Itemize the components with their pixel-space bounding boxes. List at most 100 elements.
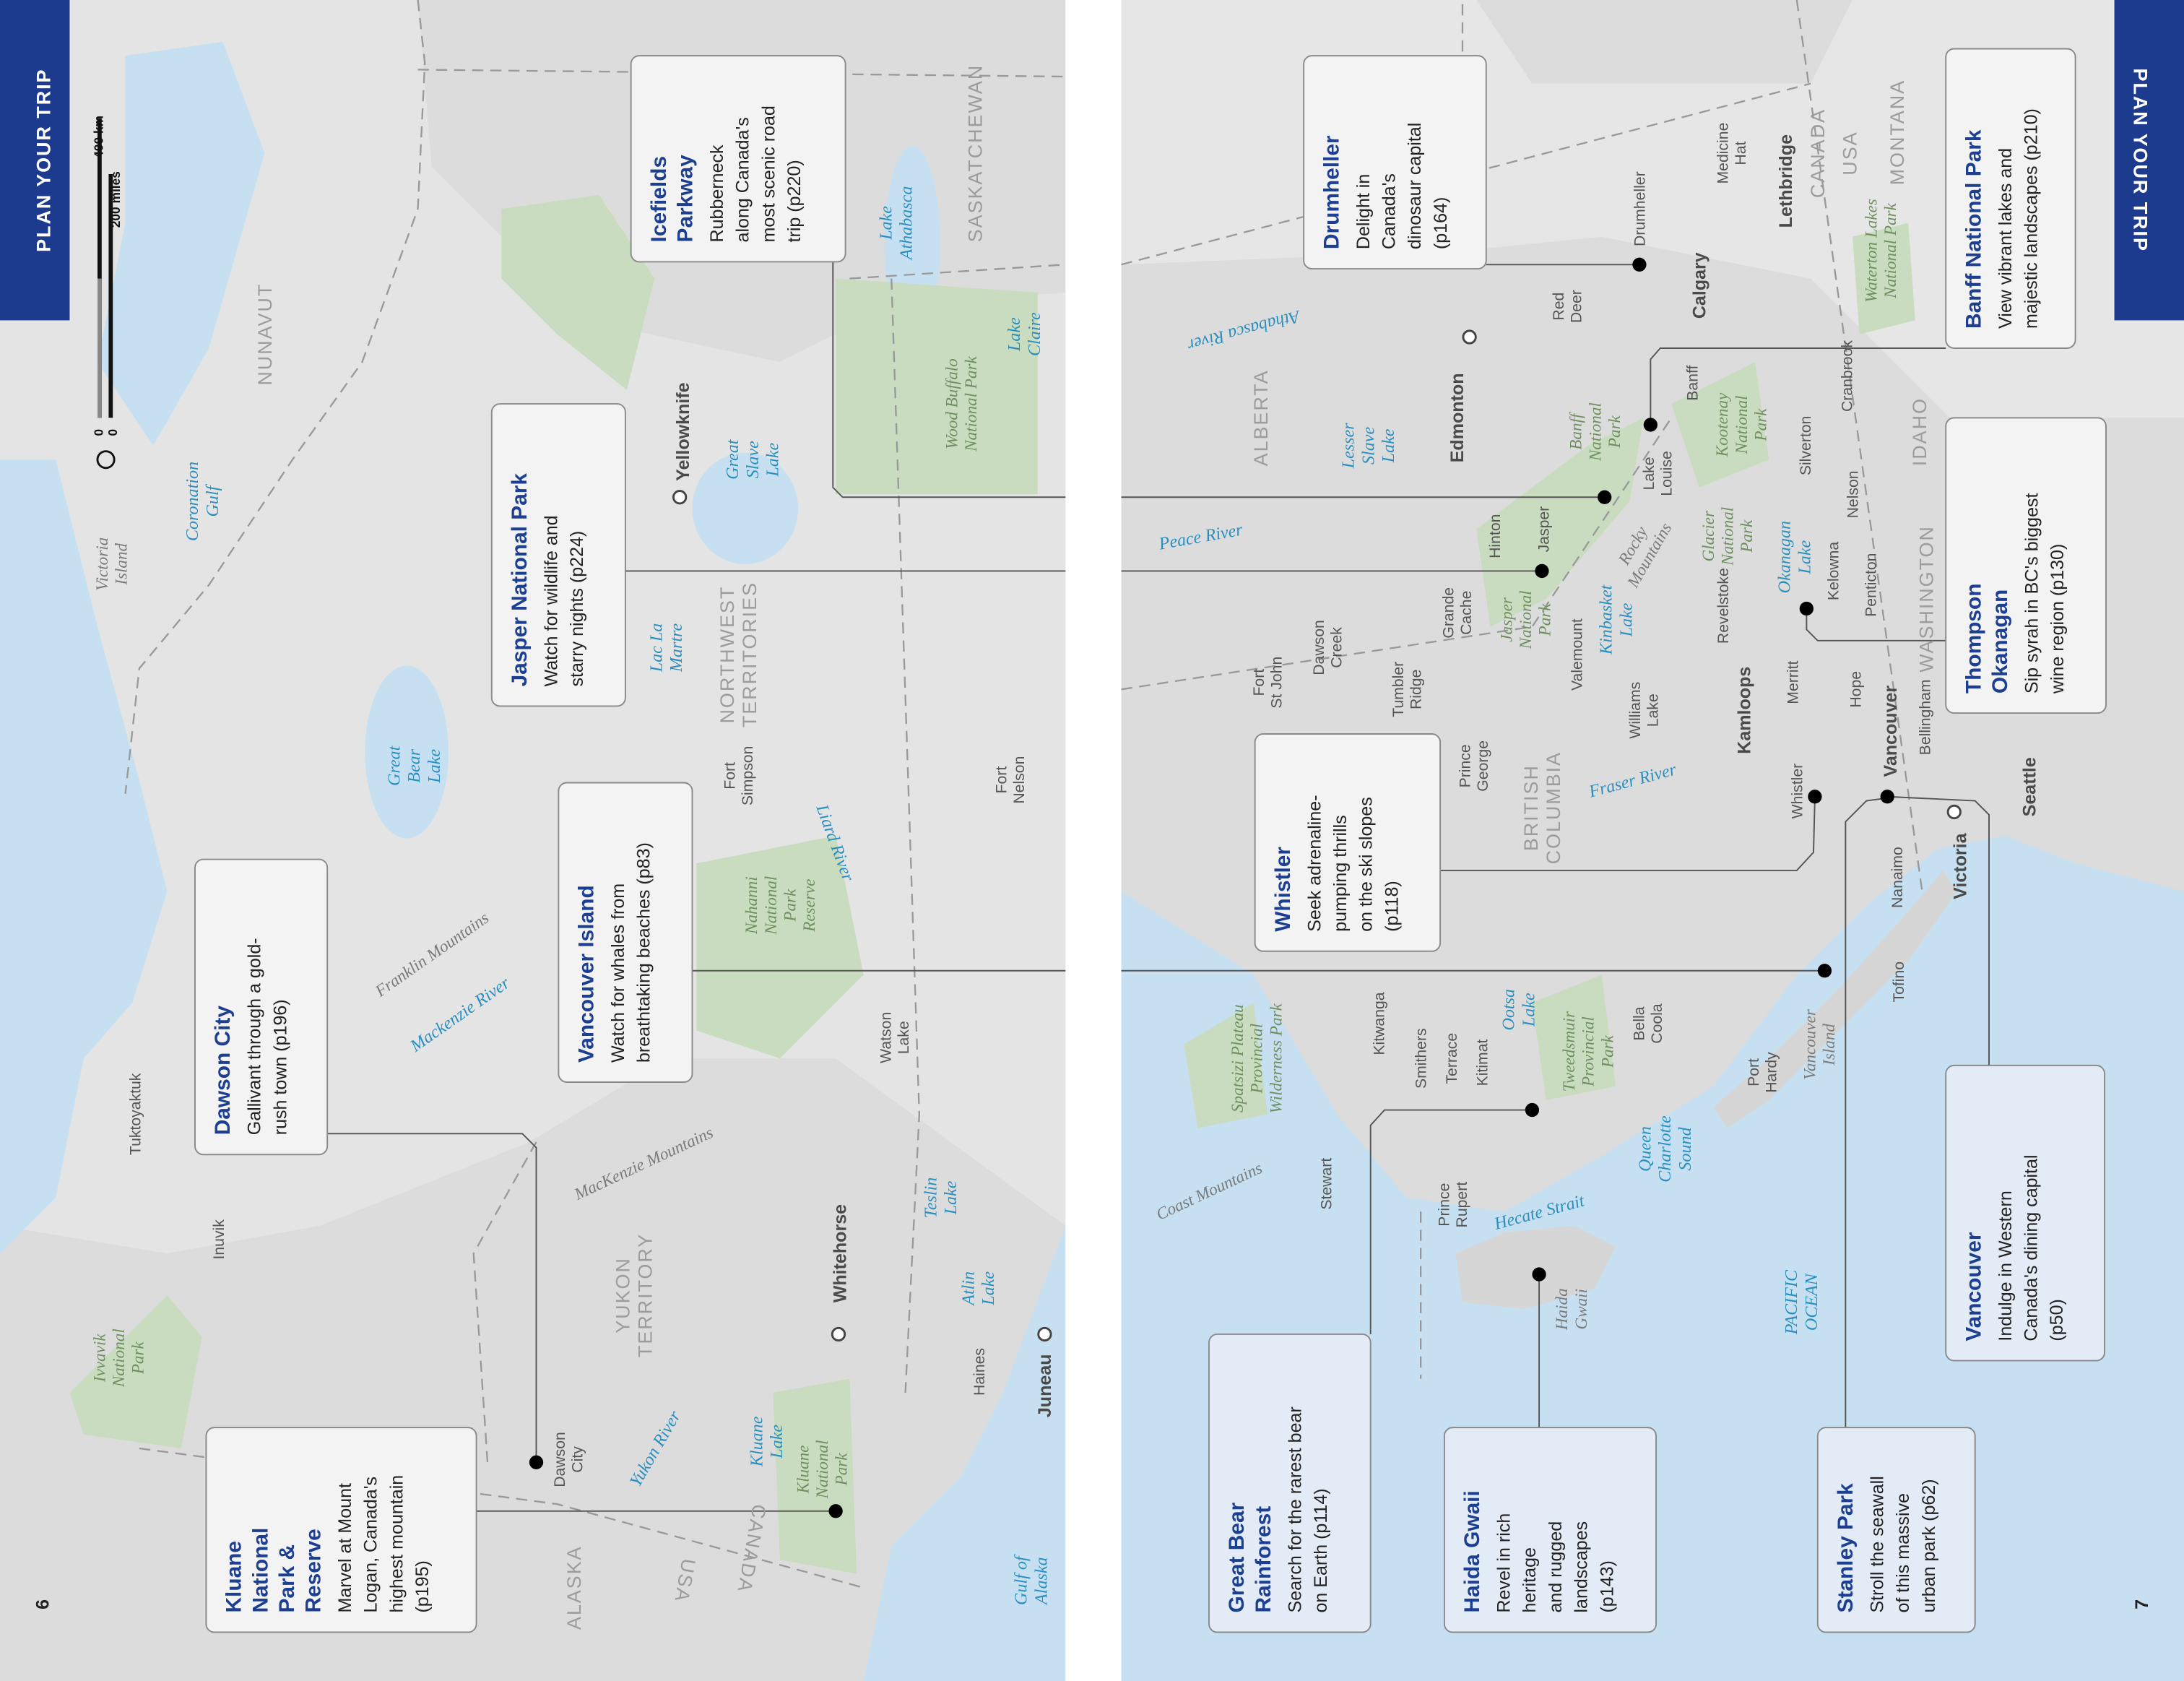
callout-text: starry nights (p224): [567, 531, 587, 687]
callout-text: Seek adrenaline-: [1304, 795, 1325, 931]
place-label: Fort St John: [1251, 657, 1285, 709]
place-label: Lac La Martre: [647, 623, 686, 673]
border: [139, 1447, 864, 1589]
highlight-points: [529, 257, 1894, 1518]
place-label: Calgary: [1690, 252, 1710, 319]
callout: Kluane National Park & Reserve Marvel at Mou…: [205, 1427, 477, 1633]
callout-box: [1208, 1333, 1372, 1633]
place-label: Lake Athabasca: [878, 186, 916, 262]
place-label: Tofino: [1891, 962, 1907, 1003]
place-label: Okanagan Lake: [1776, 521, 1815, 593]
place-label-line: Lake: [1520, 993, 1538, 1027]
place-label: Prince Rupert: [1436, 1182, 1470, 1228]
callout-box: [205, 1427, 477, 1633]
place-label-line: Athabasca: [897, 186, 916, 262]
callout-title: Reserve: [302, 1529, 326, 1612]
place-label-line: Bear: [405, 748, 424, 782]
arctic-water: [0, 459, 168, 1254]
callout-box: [1443, 1427, 1658, 1633]
place-label: YUKON TERRITORY: [612, 1233, 656, 1357]
place-label-line: Valemount: [1569, 618, 1586, 691]
park-area: [501, 194, 655, 390]
park-area: [69, 1295, 202, 1449]
place-label-line: MONTANA: [1886, 79, 1908, 185]
leader-line: [327, 1133, 537, 1463]
callout-content: Vancouver Indulge in Western Canada's dini…: [1962, 1154, 2067, 1341]
arctic-water: [98, 41, 265, 446]
place-label: Whistler: [1789, 764, 1806, 819]
callout-title: Parkway: [673, 155, 697, 243]
scale-label: 0: [105, 429, 120, 436]
callout-text: landscapes: [1572, 1521, 1592, 1613]
place-label-line: Nelson: [1011, 756, 1028, 804]
place-label-line: George: [1475, 740, 1491, 792]
place-label-line: TERRITORY: [634, 1233, 656, 1357]
place-label: Tweedsmuir Provincial Park: [1560, 1011, 1617, 1092]
place-label-line: BRITISH: [1520, 764, 1542, 851]
callout-content: Haida Gwaii Revel in rich heritage and rugg…: [1460, 1490, 1617, 1612]
place-label-line: Tweedsmuir: [1560, 1011, 1579, 1092]
callout-text: (p50): [2047, 1299, 2067, 1341]
place-label: SASKATCHEWAN: [964, 64, 986, 243]
place-label-line: Teslin: [922, 1177, 940, 1219]
place-label: Yellowknife: [673, 382, 693, 480]
lake: [692, 452, 799, 564]
callout-text: heritage: [1520, 1547, 1540, 1613]
place-label-line: Banff: [1567, 411, 1586, 450]
callout-text: Search for the rarest bear: [1285, 1406, 1305, 1612]
place-label: Kamloops: [1734, 667, 1754, 754]
place-label-line: Ridge: [1408, 670, 1424, 709]
page-number: 6: [32, 1599, 53, 1609]
place-label-line: YUKON: [612, 1257, 633, 1334]
point: [1643, 418, 1658, 432]
place-label: Spatsizi Plateau Provincial Wilderness Par…: [1228, 1003, 1286, 1113]
place-label-line: Tofino: [1891, 962, 1907, 1003]
place-label-line: Sound: [1676, 1126, 1695, 1170]
place-label-line: Hat: [1733, 141, 1749, 165]
place-label: Nahanni National Park Reserve: [742, 876, 819, 935]
place-label: Gulf of Alaska: [1013, 1554, 1052, 1606]
place-label-line: Dawson: [552, 1432, 568, 1487]
island: [1455, 1225, 1616, 1310]
callout-text: Rubberneck: [707, 144, 727, 243]
place-label: Grande Cache: [1441, 587, 1475, 639]
place-label: PACIFIC OCEAN: [1782, 1269, 1821, 1335]
place-label-line: Glacier: [1699, 510, 1718, 562]
place-label: Williams Lake: [1627, 682, 1661, 739]
place-label-line: Park: [781, 889, 800, 922]
callout-title: Thompson: [1962, 583, 1985, 693]
point: [1535, 563, 1549, 579]
callout-text: Sip syrah in BC's biggest: [2022, 493, 2042, 693]
place-label-line: Slave: [1359, 427, 1378, 464]
place-label-line: Silverton: [1798, 416, 1814, 475]
place-label-line: Lake: [1641, 457, 1658, 491]
place-label-line: NUNAVUT: [254, 283, 276, 386]
callout-title: Icefields: [647, 156, 671, 243]
place-label-line: Hope: [1847, 671, 1864, 708]
place-label: Cranbrook: [1840, 340, 1856, 412]
place-label-line: Coola: [1649, 1003, 1665, 1044]
place-label: Penticton: [1863, 553, 1879, 617]
place-label: Kitimat: [1474, 1040, 1491, 1086]
place-label: Great Bear Lake: [385, 745, 443, 786]
callout: Vancouver Indulge in Western Canada's dini…: [1945, 1064, 2106, 1362]
place-label-line: Fort: [993, 766, 1010, 794]
place-label-line: WASHINGTON: [1916, 525, 1938, 673]
callout-content: Drumheller Delight in Canada's dinosaur cap…: [1320, 123, 1450, 249]
place-label-line: Prince: [1436, 1183, 1453, 1227]
place-label-line: NORTHWEST: [716, 586, 738, 724]
callout-text: urban park (p62): [1919, 1479, 1939, 1612]
place-label: Victoria: [1950, 832, 1970, 899]
place-label: Kinbasket Lake: [1598, 584, 1637, 655]
place-label-line: Park: [129, 1341, 148, 1375]
point: [1880, 790, 1894, 804]
place-label: Wood Buffalo National Park: [943, 356, 982, 452]
callout-text: Logan, Canada's: [361, 1477, 381, 1613]
callout-box: [1945, 417, 2107, 714]
place-label: Glacier National Park: [1699, 507, 1756, 566]
place-label-line: Seattle: [2020, 757, 2040, 816]
place-label: Port Hardy: [1746, 1052, 1780, 1093]
place-label-line: National: [813, 1440, 832, 1499]
lake: [365, 665, 448, 839]
